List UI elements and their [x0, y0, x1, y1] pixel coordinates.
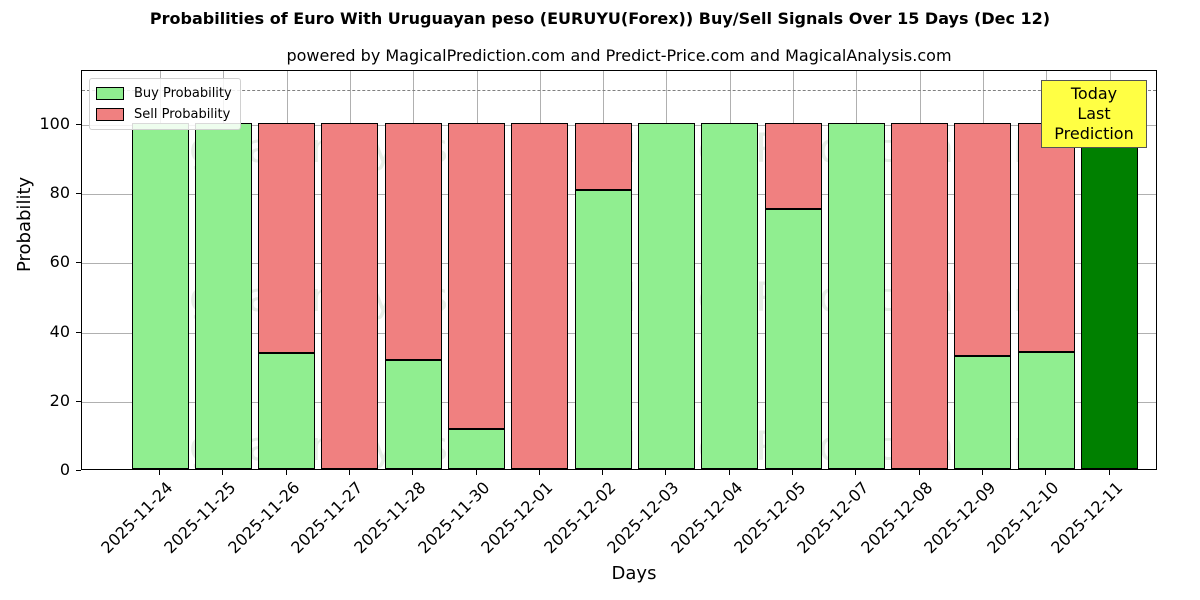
bar-2025-11-26	[258, 123, 316, 469]
x-tick	[855, 470, 857, 475]
chart-subtitle: powered by MagicalPrediction.com and Pre…	[286, 46, 952, 65]
legend-sell-label: Sell Probability	[134, 107, 231, 122]
x-tick	[285, 470, 287, 475]
x-tick	[538, 470, 540, 475]
buy-segment	[764, 208, 822, 469]
y-tick	[76, 124, 81, 125]
x-tick	[981, 470, 983, 475]
buy-segment	[637, 123, 695, 469]
buy-swatch-icon	[96, 87, 124, 100]
buy-segment	[1017, 352, 1075, 469]
x-tick	[602, 470, 604, 475]
y-tick-label: 20	[49, 390, 70, 410]
annotation-line2: Last Prediction	[1054, 104, 1134, 143]
y-tick-label: 80	[49, 183, 70, 203]
sell-segment	[764, 123, 822, 209]
buy-segment	[448, 428, 505, 469]
buy-segment	[574, 190, 632, 469]
bar-2025-12-07	[827, 123, 885, 469]
bar-2025-12-02	[574, 123, 632, 469]
buy-segment	[194, 123, 252, 469]
threshold-line	[82, 90, 1156, 92]
sell-segment	[511, 123, 569, 469]
sell-segment	[574, 123, 632, 191]
y-tick	[76, 400, 81, 402]
sell-segment	[1017, 123, 1075, 353]
bar-2025-12-01	[511, 123, 569, 469]
bar-2025-12-03	[637, 123, 695, 469]
x-tick	[222, 470, 224, 475]
buy-segment	[954, 356, 1012, 469]
bar-2025-11-27	[321, 123, 379, 469]
sell-segment	[258, 123, 316, 354]
x-tick	[665, 470, 667, 475]
sell-segment	[891, 123, 949, 469]
bar-2025-11-30	[448, 123, 505, 469]
sell-swatch-icon	[96, 108, 124, 121]
x-axis-label: Days	[611, 563, 657, 584]
y-tick-label: 40	[49, 321, 70, 341]
y-tick-label: 0	[59, 460, 70, 479]
y-tick	[76, 331, 81, 333]
bar-2025-12-10	[1017, 123, 1075, 469]
sell-segment	[448, 123, 505, 429]
buy-segment	[384, 359, 442, 469]
plot-area: MagicalAnalysis.com MagicalPrediction.co…	[81, 70, 1157, 470]
today-annotation: Today Last Prediction	[1041, 80, 1147, 148]
x-tick	[1108, 470, 1110, 475]
y-tick-label: 60	[49, 252, 70, 272]
bar-2025-12-09	[954, 123, 1012, 469]
x-tick	[1045, 470, 1047, 475]
bar-2025-12-08	[891, 123, 949, 469]
legend: Buy Probability Sell Probability	[89, 78, 241, 130]
x-tick	[348, 470, 350, 475]
y-tick	[76, 193, 81, 195]
bar-2025-12-04	[701, 123, 759, 469]
bar-2025-12-11	[1081, 123, 1138, 469]
x-tick	[792, 470, 793, 475]
x-tick	[159, 470, 160, 475]
x-tick	[728, 470, 730, 475]
buy-segment	[827, 123, 885, 469]
sell-segment	[321, 123, 379, 469]
bar-2025-11-25	[194, 123, 252, 469]
buy-segment	[701, 123, 759, 469]
x-tick	[918, 470, 920, 475]
annotation-line1: Today	[1070, 84, 1118, 103]
bar-2025-12-05	[764, 123, 822, 469]
y-tick	[76, 262, 81, 264]
x-tick	[475, 470, 477, 475]
legend-item-buy: Buy Probability	[96, 83, 232, 104]
y-axis-label: Probability	[14, 176, 35, 272]
x-tick	[412, 470, 414, 475]
legend-buy-label: Buy Probability	[134, 86, 232, 101]
sell-segment	[954, 123, 1012, 357]
sell-segment	[384, 123, 442, 360]
bar-2025-11-24	[131, 123, 189, 469]
chart-title: Probabilities of Euro With Uruguayan pes…	[149, 9, 1051, 28]
buy-segment	[131, 123, 189, 469]
legend-item-sell: Sell Probability	[96, 104, 232, 125]
today-buy-segment	[1081, 123, 1138, 469]
buy-segment	[258, 353, 316, 469]
y-tick-label: 100	[39, 114, 70, 133]
y-tick	[76, 470, 81, 471]
bar-2025-11-28	[384, 123, 442, 469]
